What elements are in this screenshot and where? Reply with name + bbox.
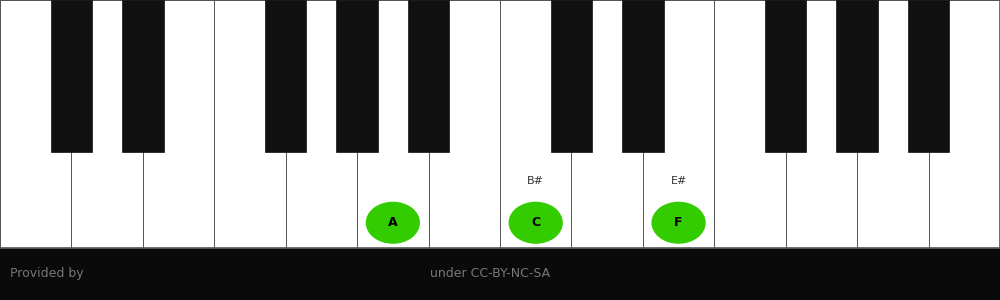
Bar: [71, 0, 143, 248]
Text: under CC-BY-NC-SA: under CC-BY-NC-SA: [430, 267, 550, 280]
Text: Provided by: Provided by: [10, 267, 84, 280]
Bar: [0, 0, 1000, 248]
Bar: [643, 0, 714, 248]
Text: C: C: [531, 216, 540, 229]
Bar: [0, 248, 1000, 300]
Bar: [714, 0, 786, 248]
Bar: [408, 0, 449, 152]
Ellipse shape: [509, 202, 563, 244]
Bar: [143, 0, 214, 248]
Bar: [929, 0, 1000, 248]
Bar: [765, 0, 806, 152]
Text: F: F: [674, 216, 683, 229]
Bar: [286, 0, 357, 248]
Bar: [357, 0, 429, 248]
Ellipse shape: [366, 202, 420, 244]
Bar: [51, 0, 92, 152]
Text: A: A: [388, 216, 398, 229]
Bar: [786, 0, 857, 248]
Bar: [336, 0, 378, 152]
Text: E#: E#: [670, 176, 687, 186]
Ellipse shape: [651, 202, 706, 244]
Bar: [857, 0, 929, 248]
Bar: [265, 0, 306, 152]
Bar: [214, 0, 286, 248]
Bar: [429, 0, 500, 248]
Bar: [908, 0, 949, 152]
Bar: [0, 0, 71, 248]
Bar: [551, 0, 592, 152]
Bar: [836, 0, 878, 152]
Bar: [122, 0, 164, 152]
Bar: [0, 0, 1000, 248]
Bar: [500, 0, 571, 248]
Text: B#: B#: [527, 176, 544, 186]
Bar: [622, 0, 664, 152]
Bar: [571, 0, 643, 248]
